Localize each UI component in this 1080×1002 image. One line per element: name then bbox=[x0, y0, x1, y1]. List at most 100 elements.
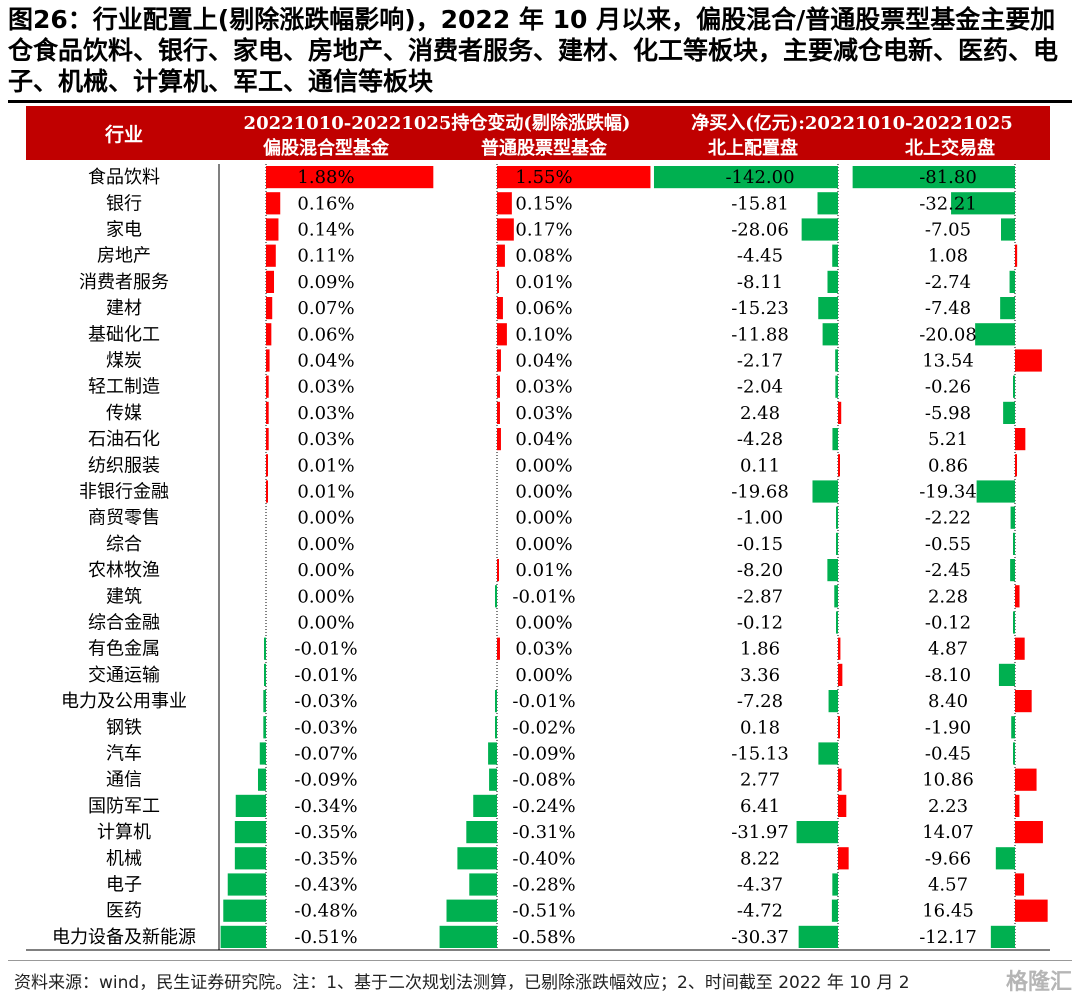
value-bar bbox=[1015, 585, 1020, 608]
value-bar bbox=[976, 480, 1015, 503]
value-label: -0.58% bbox=[512, 927, 575, 948]
value-bar bbox=[497, 297, 503, 320]
value-bar bbox=[838, 847, 849, 870]
value-bar bbox=[266, 166, 434, 189]
value-bar bbox=[831, 899, 838, 922]
value-label: -0.01% bbox=[294, 665, 357, 686]
value-label: 0.04% bbox=[297, 351, 354, 372]
value-bar bbox=[1013, 611, 1015, 634]
value-label: 13.54 bbox=[922, 351, 974, 372]
value-bar bbox=[263, 690, 266, 713]
value-bar bbox=[828, 690, 838, 713]
industry-label: 电力及公用事业 bbox=[61, 691, 187, 712]
value-label: 16.45 bbox=[922, 901, 974, 922]
value-label: -5.98 bbox=[925, 403, 971, 424]
value-bar bbox=[995, 847, 1015, 870]
industry-label: 建筑 bbox=[106, 586, 142, 607]
value-bar bbox=[990, 925, 1015, 948]
value-bar bbox=[818, 742, 838, 765]
value-label: -0.34% bbox=[294, 796, 357, 817]
header-column-3: 北上配置盘 bbox=[708, 137, 798, 159]
value-label: 0.11 bbox=[740, 455, 780, 476]
value-bar bbox=[1011, 716, 1015, 739]
value-label: 14.07 bbox=[922, 822, 974, 843]
industry-label: 煤炭 bbox=[106, 351, 142, 372]
value-label: 0.01% bbox=[297, 455, 354, 476]
value-label: -19.34 bbox=[919, 482, 977, 503]
value-label: -31.97 bbox=[731, 822, 789, 843]
value-label: 4.87 bbox=[928, 639, 968, 660]
value-label: 0.03% bbox=[297, 429, 354, 450]
value-bar bbox=[653, 166, 838, 189]
value-bar bbox=[473, 794, 497, 817]
value-bar bbox=[266, 375, 269, 398]
value-label: -0.09% bbox=[512, 744, 575, 765]
value-label: -0.01% bbox=[512, 691, 575, 712]
value-bar bbox=[836, 611, 838, 634]
source-note: 资料来源：wind，民生证券研究院。注：1、基于二次规划法测算，已剔除涨跌幅效应… bbox=[14, 973, 910, 993]
value-bar bbox=[835, 375, 838, 398]
value-label: 0.00% bbox=[297, 508, 354, 529]
value-bar bbox=[1015, 873, 1025, 896]
value-label: -7.48 bbox=[925, 298, 971, 319]
value-label: -0.09% bbox=[294, 770, 357, 791]
value-bar bbox=[1013, 532, 1015, 555]
industry-label: 商贸零售 bbox=[88, 508, 160, 529]
value-bar bbox=[497, 218, 514, 241]
value-label: 0.03% bbox=[297, 377, 354, 398]
value-label: 0.00% bbox=[515, 482, 572, 503]
value-bar bbox=[466, 821, 497, 844]
industry-label: 电子 bbox=[106, 875, 142, 896]
value-label: -7.28 bbox=[737, 691, 783, 712]
value-label: -0.12 bbox=[737, 613, 783, 634]
value-bar bbox=[1009, 270, 1015, 293]
value-label: -0.26 bbox=[925, 377, 971, 398]
industry-label: 综合 bbox=[106, 534, 142, 555]
value-label: -0.51% bbox=[294, 927, 357, 948]
header-column-1: 偏股混合型基金 bbox=[263, 137, 390, 159]
value-bar bbox=[836, 506, 838, 529]
value-label: -30.37 bbox=[731, 927, 789, 948]
value-label: 0.00% bbox=[297, 586, 354, 607]
value-bar bbox=[1013, 742, 1015, 765]
header-band bbox=[26, 106, 1050, 160]
value-bar bbox=[818, 297, 838, 320]
value-label: -2.22 bbox=[925, 508, 971, 529]
value-bar bbox=[266, 218, 279, 241]
value-label: 8.40 bbox=[928, 691, 968, 712]
value-label: 0.86 bbox=[928, 455, 968, 476]
data-table: 行业 20221010-20221025持仓变动(剔除涨跌幅) 净买入(亿元):20… bbox=[26, 106, 1050, 951]
value-label: -28.06 bbox=[731, 220, 789, 241]
value-bar bbox=[1010, 559, 1015, 582]
value-label: 0.00% bbox=[515, 613, 572, 634]
industry-label: 国防军工 bbox=[88, 796, 160, 817]
value-label: -142.00 bbox=[725, 167, 794, 188]
value-label: -2.04 bbox=[737, 377, 783, 398]
value-bar bbox=[832, 873, 838, 896]
value-label: 0.01% bbox=[515, 272, 572, 293]
value-bar bbox=[1015, 899, 1048, 922]
value-label: -0.35% bbox=[294, 822, 357, 843]
value-bar bbox=[1015, 637, 1025, 660]
value-label: -0.15 bbox=[737, 534, 783, 555]
value-label: -0.03% bbox=[294, 717, 357, 738]
value-bar bbox=[827, 559, 838, 582]
value-label: -0.12 bbox=[925, 613, 971, 634]
value-bar bbox=[838, 663, 843, 686]
value-bar bbox=[1001, 218, 1015, 241]
value-bar bbox=[497, 349, 501, 372]
value-bar bbox=[1003, 401, 1015, 424]
industry-label: 家电 bbox=[106, 220, 142, 241]
industry-label: 医药 bbox=[106, 901, 142, 922]
value-bar bbox=[223, 899, 266, 922]
industry-label: 电力设备及新能源 bbox=[52, 927, 196, 948]
value-label: -81.80 bbox=[919, 167, 977, 188]
industry-label: 机械 bbox=[106, 848, 142, 869]
industry-label: 农林牧渔 bbox=[88, 560, 160, 581]
value-label: 0.01% bbox=[297, 482, 354, 503]
value-label: 0.03% bbox=[515, 403, 572, 424]
value-label: -19.68 bbox=[731, 482, 789, 503]
value-label: -0.01% bbox=[512, 586, 575, 607]
value-bar bbox=[266, 428, 269, 451]
value-label: -0.07% bbox=[294, 744, 357, 765]
